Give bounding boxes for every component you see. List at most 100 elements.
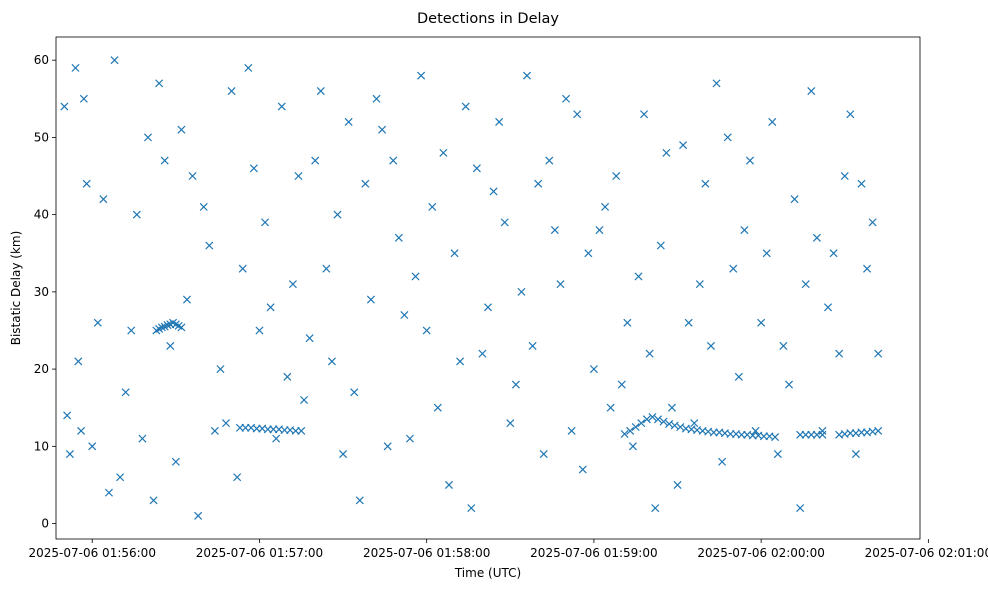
data-point-marker (132, 210, 141, 219)
data-point-marker (255, 326, 264, 335)
data-point-marker (439, 148, 448, 157)
data-point-marker (272, 434, 281, 443)
data-point-marker (238, 264, 247, 273)
data-point-marker (177, 125, 186, 134)
data-point-marker (790, 195, 799, 204)
plot-area-frame (55, 36, 921, 540)
data-point-marker (116, 473, 125, 482)
data-point-marker (405, 434, 414, 443)
data-point-marker (628, 442, 637, 451)
data-point-marker (745, 156, 755, 165)
data-point-marker (623, 318, 632, 327)
data-point-marker (79, 94, 88, 103)
data-point-marker (93, 318, 102, 327)
data-point-marker (450, 249, 459, 258)
data-point-marker (606, 403, 615, 412)
data-point-marker (573, 110, 582, 119)
data-point-marker (874, 349, 883, 358)
data-point-marker (773, 450, 782, 459)
data-point-marker (779, 341, 788, 350)
y-tick-label: 0 (41, 517, 49, 531)
data-point-marker (311, 156, 320, 165)
data-point-marker (283, 372, 292, 381)
data-point-marker (751, 426, 760, 435)
data-point-marker (868, 218, 877, 227)
data-point-marker (456, 357, 465, 366)
data-point-marker (620, 429, 629, 438)
data-point-marker (339, 450, 348, 459)
y-tick-label: 60 (34, 53, 49, 67)
data-point-marker (612, 171, 621, 181)
data-point-marker (651, 504, 660, 513)
data-point-marker (589, 365, 598, 374)
data-point-marker (684, 318, 693, 327)
x-tick-label: 2025-07-06 01:59:00 (530, 546, 657, 560)
data-point-marker (149, 496, 158, 505)
y-tick-label: 50 (34, 130, 49, 144)
data-point-marker (506, 419, 515, 428)
data-point-marker (645, 349, 654, 358)
data-point-marker (824, 303, 833, 312)
data-point-marker (227, 87, 236, 96)
data-point-marker (163, 321, 172, 330)
x-axis-ticks: 2025-07-06 01:56:00 2025-07-06 01:57:00 20… (29, 539, 988, 560)
data-point-marker (472, 164, 481, 173)
data-point-marker (249, 164, 258, 173)
data-point-marker (734, 372, 743, 381)
chart-title: Detections in Delay (417, 11, 559, 27)
data-point-marker (818, 426, 827, 435)
data-point-marker (127, 326, 136, 335)
x-tick-label: 2025-07-06 01:58:00 (363, 546, 490, 560)
data-point-marker (801, 280, 810, 289)
data-point-marker (874, 426, 883, 435)
data-point-marker (729, 264, 738, 273)
data-point-marker (400, 311, 409, 320)
data-point-marker (210, 426, 219, 435)
data-point-marker (511, 380, 520, 389)
data-point-marker (534, 179, 543, 188)
data-point-marker (422, 326, 431, 335)
data-point-marker (626, 426, 635, 435)
data-point-marker (712, 79, 721, 88)
data-point-marker (344, 117, 353, 126)
data-point-marker (417, 71, 426, 80)
data-point-marker (389, 156, 398, 165)
data-point-marker (171, 457, 180, 466)
data-point-marker (550, 226, 559, 235)
data-point-marker (601, 202, 610, 211)
data-point-marker (673, 480, 682, 489)
data-point-marker (104, 488, 113, 497)
data-point-marker (394, 233, 403, 242)
data-point-marker (294, 171, 303, 181)
data-point-marker (244, 63, 253, 72)
data-point-marker (261, 218, 270, 227)
data-point-marker (110, 56, 119, 65)
data-point-marker (659, 417, 668, 426)
data-point-marker (784, 380, 794, 389)
data-point-marker (383, 442, 392, 451)
data-point-marker (489, 187, 498, 196)
data-point-marker (277, 102, 286, 111)
data-point-marker (74, 357, 83, 366)
data-point-marker (637, 419, 646, 428)
data-point-marker (160, 156, 169, 165)
data-point-marker (157, 323, 166, 332)
data-point-marker (584, 249, 593, 258)
data-point-marker (361, 179, 370, 188)
data-point-marker (642, 415, 651, 424)
x-tick-label: 2025-07-06 01:57:00 (196, 546, 323, 560)
data-point-marker (539, 450, 548, 459)
data-point-marker (155, 79, 164, 88)
data-point-marker (478, 349, 487, 358)
data-point-marker (545, 156, 554, 165)
data-point-marker (350, 388, 359, 397)
data-point-marker (648, 412, 657, 421)
data-point-marker (812, 233, 821, 242)
data-point-marker (121, 388, 130, 397)
data-point-marker (300, 395, 309, 405)
x-tick-label: 2025-07-06 02:01:00 (865, 546, 988, 560)
data-point-marker (88, 442, 97, 451)
data-point-marker (461, 102, 470, 111)
